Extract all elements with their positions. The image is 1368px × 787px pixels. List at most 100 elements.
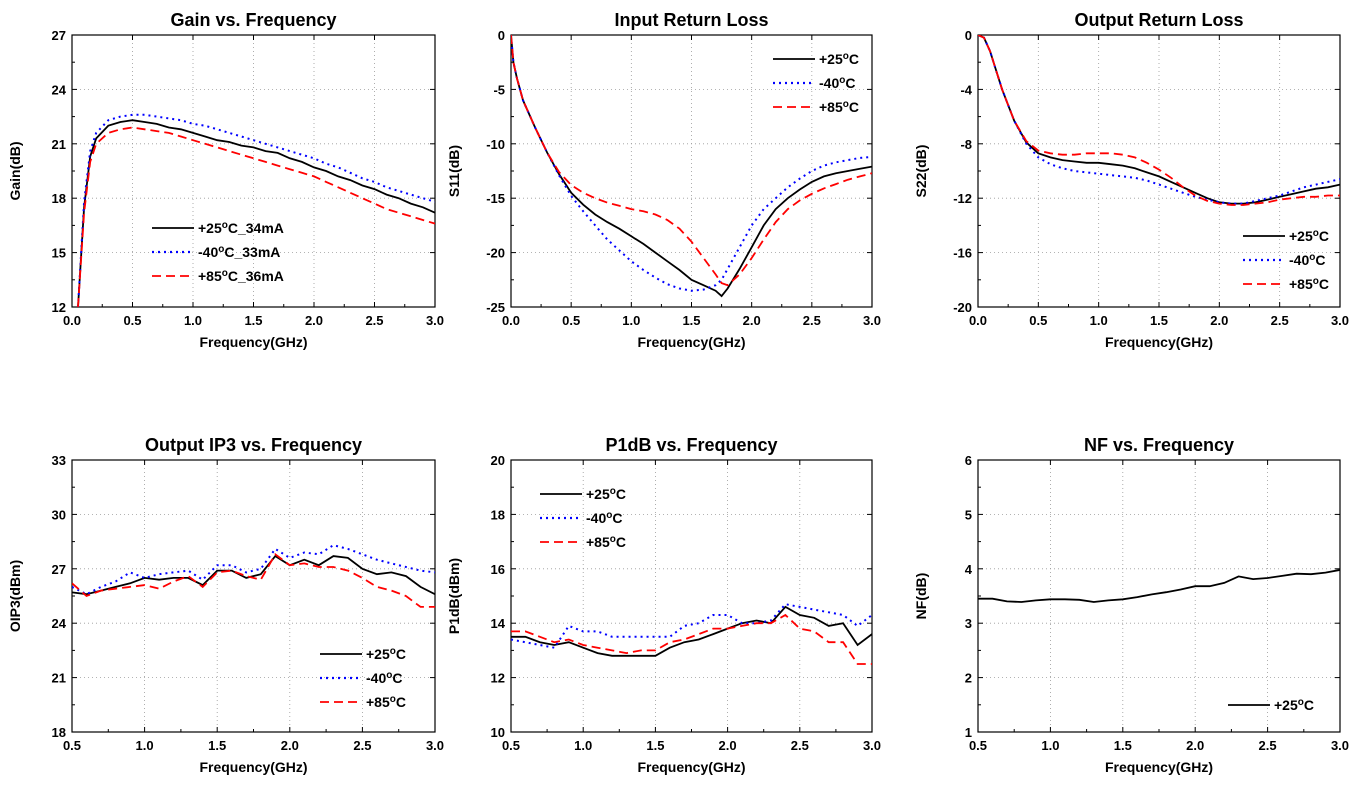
x-axis-label: Frequency(GHz) [1105, 759, 1213, 775]
legend-label: +85oC [366, 694, 406, 711]
y-tick-label: 18 [52, 191, 66, 206]
y-tick-label: 14 [491, 616, 506, 631]
y-tick-label: -15 [486, 191, 505, 206]
x-tick-label: 2.0 [305, 313, 323, 328]
plot-frame [977, 459, 1341, 733]
y-tick-label: 12 [491, 671, 505, 686]
x-axis-label: Frequency(GHz) [1105, 334, 1213, 350]
y-tick-label: -5 [493, 82, 505, 97]
series-line-1 [511, 35, 872, 292]
y-axis-label: S11(dB) [446, 145, 462, 197]
y-tick-label: -12 [953, 191, 972, 206]
chart-title: Output Return Loss [1075, 10, 1244, 30]
x-tick-label: 3.0 [863, 738, 881, 753]
y-tick-label: -20 [486, 246, 505, 261]
x-axis-label: Frequency(GHz) [637, 759, 745, 775]
series-line-0 [978, 569, 1340, 603]
x-tick-label: 0.0 [969, 313, 987, 328]
x-tick-label: 3.0 [426, 313, 444, 328]
legend-label: +85oC_36mA [198, 268, 284, 285]
y-tick-label: 27 [52, 28, 66, 43]
legend-label: -40oC [819, 75, 855, 92]
y-tick-label: -25 [486, 300, 505, 315]
y-tick-label: 21 [52, 671, 66, 686]
x-tick-label: 1.5 [1114, 738, 1132, 753]
x-tick-label: 2.5 [365, 313, 383, 328]
x-axis-label: Frequency(GHz) [199, 334, 307, 350]
series-line-2 [511, 613, 872, 665]
series-line-1 [511, 603, 872, 649]
x-tick-label: 1.5 [208, 738, 226, 753]
x-tick-label: 2.5 [353, 738, 371, 753]
x-tick-label: 1.0 [622, 313, 640, 328]
y-tick-label: 5 [965, 507, 972, 522]
series-line-1 [77, 113, 435, 307]
y-tick-label: 24 [52, 616, 67, 631]
chart-title: NF vs. Frequency [1084, 435, 1234, 455]
chart-panel-4: 0.5 1.0 1.5 2.0 2.5 3.0 10 12 14 16 18 20 P1dB vs. F… [446, 435, 881, 775]
chart-panel-3: 0.5 1.0 1.5 2.0 2.5 3.0 18 21 24 27 30 33 Output IP3… [7, 435, 444, 775]
series-line-2 [511, 35, 872, 287]
x-tick-label: 2.0 [281, 738, 299, 753]
x-tick-label: 2.5 [791, 738, 809, 753]
x-tick-label: 1.0 [136, 738, 154, 753]
y-tick-label: 27 [52, 562, 66, 577]
y-tick-label: 30 [52, 507, 66, 522]
legend-label: +25oC_34mA [198, 220, 284, 237]
x-tick-label: 3.0 [863, 313, 881, 328]
series-line-0 [511, 35, 872, 298]
y-tick-label: -4 [960, 82, 972, 97]
series-line-2 [978, 35, 1340, 206]
x-tick-label: 0.0 [502, 313, 520, 328]
series-line-2 [72, 552, 435, 608]
y-tick-label: 20 [491, 453, 505, 468]
x-tick-label: 2.5 [1271, 313, 1289, 328]
y-tick-label: 33 [52, 453, 66, 468]
y-tick-label: 6 [965, 453, 972, 468]
legend-label: +85oC [1289, 276, 1329, 293]
x-tick-label: 0.5 [562, 313, 580, 328]
x-tick-label: 1.5 [1150, 313, 1168, 328]
x-tick-label: 0.0 [63, 313, 81, 328]
x-tick-label: 1.0 [1041, 738, 1059, 753]
x-tick-label: 2.5 [803, 313, 821, 328]
legend-label: +85oC [819, 99, 859, 116]
legend-label: -40oC_33mA [198, 244, 280, 261]
series-line-0 [77, 119, 435, 307]
y-tick-label: -16 [953, 246, 972, 261]
x-tick-label: 2.0 [719, 738, 737, 753]
x-tick-label: 0.5 [123, 313, 141, 328]
x-tick-label: 1.0 [1090, 313, 1108, 328]
chart-title: Output IP3 vs. Frequency [145, 435, 362, 455]
y-tick-label: -20 [953, 300, 972, 315]
series-line-2 [77, 126, 435, 307]
chart-panel-0: 0.0 0.5 1.0 1.5 2.0 2.5 3.0 12 15 18 21 24 27 Gain vs… [7, 10, 444, 350]
y-axis-label: NF(dB) [913, 573, 929, 620]
y-tick-label: 16 [491, 562, 505, 577]
x-tick-label: 2.0 [743, 313, 761, 328]
x-tick-label: 0.5 [63, 738, 81, 753]
x-tick-label: 0.5 [1029, 313, 1047, 328]
x-tick-label: 0.5 [502, 738, 520, 753]
y-tick-label: 18 [491, 507, 505, 522]
y-axis-label: P1dB(dBm) [446, 558, 462, 634]
x-tick-label: 3.0 [426, 738, 444, 753]
y-tick-label: 21 [52, 137, 66, 152]
x-tick-label: 2.0 [1186, 738, 1204, 753]
y-tick-label: -8 [960, 137, 972, 152]
y-tick-label: 18 [52, 725, 66, 740]
y-tick-label: 24 [52, 82, 67, 97]
chart-panel-5: 0.5 1.0 1.5 2.0 2.5 3.0 1 2 3 4 5 6 NF vs. Frequency… [913, 435, 1349, 775]
x-tick-label: 2.5 [1259, 738, 1277, 753]
x-axis-label: Frequency(GHz) [199, 759, 307, 775]
x-tick-label: 3.0 [1331, 313, 1349, 328]
y-axis-label: OIP3(dBm) [7, 560, 23, 632]
y-tick-label: 0 [965, 28, 972, 43]
legend-label: -40oC [366, 670, 402, 687]
y-tick-label: 12 [52, 300, 66, 315]
y-tick-label: 1 [965, 725, 972, 740]
legend-label: +25oC [586, 486, 626, 503]
x-tick-label: 1.5 [682, 313, 700, 328]
y-tick-label: 3 [965, 616, 972, 631]
